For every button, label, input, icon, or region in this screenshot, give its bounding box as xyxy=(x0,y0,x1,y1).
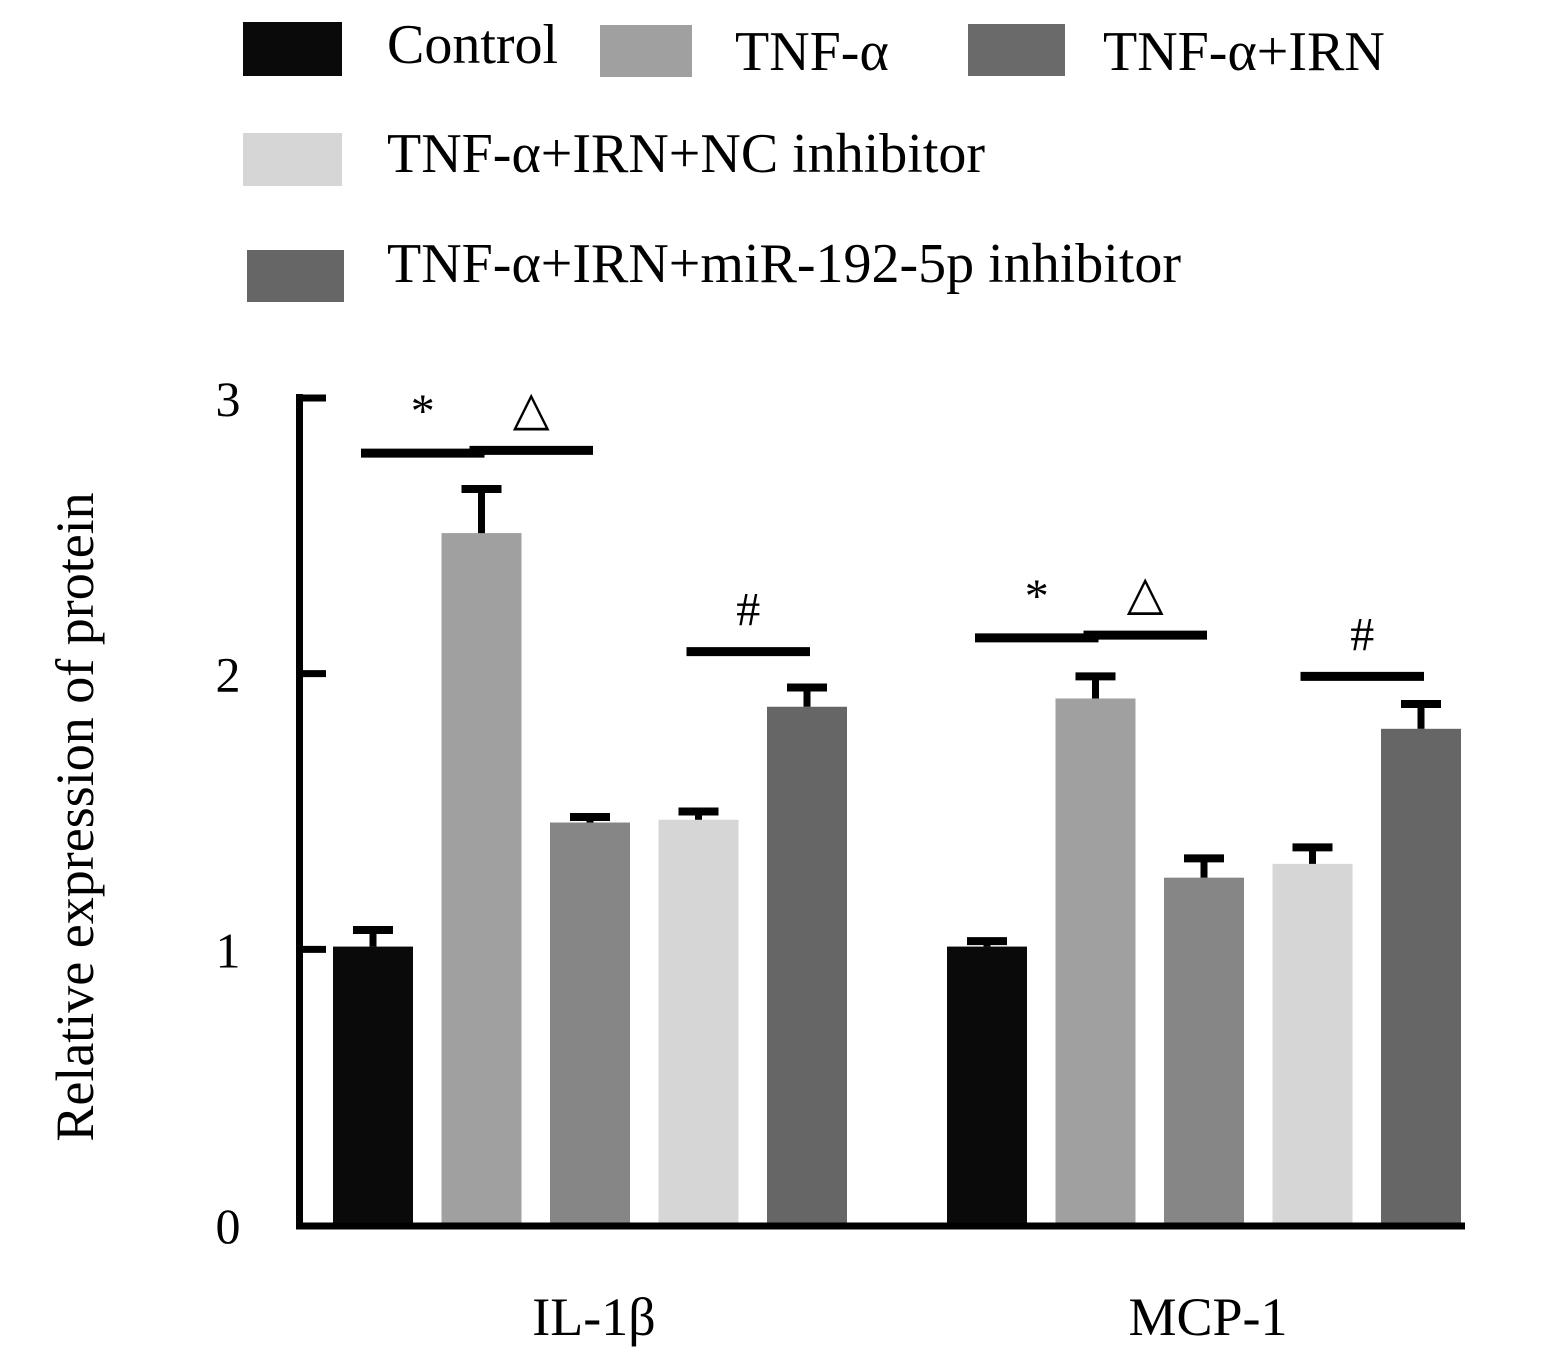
y-axis-title: Relative expression of protein xyxy=(45,492,105,1141)
bars xyxy=(333,533,1461,1225)
y-tick-label: 3 xyxy=(216,371,241,427)
legend-label-mir-inhibitor: TNF-α+IRN+miR-192-5p inhibitor xyxy=(387,233,1181,295)
significance-symbol: # xyxy=(1350,608,1374,661)
bar xyxy=(1272,863,1353,1225)
legend: Control TNF-α TNF-α+IRN TNF-α+IRN+NC inh… xyxy=(243,14,1385,302)
bar xyxy=(1055,698,1136,1225)
bar xyxy=(1164,877,1244,1225)
legend-item-control: Control xyxy=(243,14,558,76)
legend-swatch-mir-inhibitor xyxy=(247,250,344,302)
legend-label-tnf: TNF-α xyxy=(735,21,889,83)
bar xyxy=(550,822,630,1225)
legend-label-control: Control xyxy=(387,14,558,76)
x-category-label: IL-1β xyxy=(532,1287,655,1347)
y-tick-label: 2 xyxy=(216,647,241,703)
y-tick-label: 1 xyxy=(216,922,241,978)
legend-item-tnf-irn: TNF-α+IRN xyxy=(968,21,1385,83)
x-axis-category-labels: IL-1β MCP-1 xyxy=(532,1287,1287,1347)
y-tick-label: 0 xyxy=(216,1198,241,1254)
legend-label-nc-inhibitor: TNF-α+IRN+NC inhibitor xyxy=(387,123,985,185)
bar xyxy=(658,819,739,1225)
significance-annotations: * △ # * △ # xyxy=(361,382,1424,681)
x-category-label: MCP-1 xyxy=(1128,1287,1287,1347)
significance-symbol: * xyxy=(411,385,435,438)
error-bars xyxy=(353,484,1441,947)
significance-symbol: # xyxy=(736,584,760,637)
legend-swatch-tnf xyxy=(600,25,692,77)
y-axis-ticks: 0 1 2 3 xyxy=(216,371,326,1254)
significance-symbol: * xyxy=(1025,570,1049,623)
legend-item-nc-inhibitor: TNF-α+IRN+NC inhibitor xyxy=(243,123,985,186)
legend-label-tnf-irn: TNF-α+IRN xyxy=(1103,21,1385,83)
legend-item-tnf: TNF-α xyxy=(600,21,889,83)
bar xyxy=(767,706,847,1225)
bar xyxy=(947,946,1027,1225)
legend-swatch-control xyxy=(243,22,342,76)
bar xyxy=(1381,728,1461,1225)
legend-swatch-tnf-irn xyxy=(968,24,1065,76)
bar xyxy=(333,946,413,1225)
legend-swatch-nc-inhibitor xyxy=(243,133,342,186)
legend-item-mir-inhibitor: TNF-α+IRN+miR-192-5p inhibitor xyxy=(247,233,1181,302)
significance-symbol: △ xyxy=(1127,567,1164,620)
bar xyxy=(441,533,522,1225)
significance-symbol: △ xyxy=(513,382,550,435)
